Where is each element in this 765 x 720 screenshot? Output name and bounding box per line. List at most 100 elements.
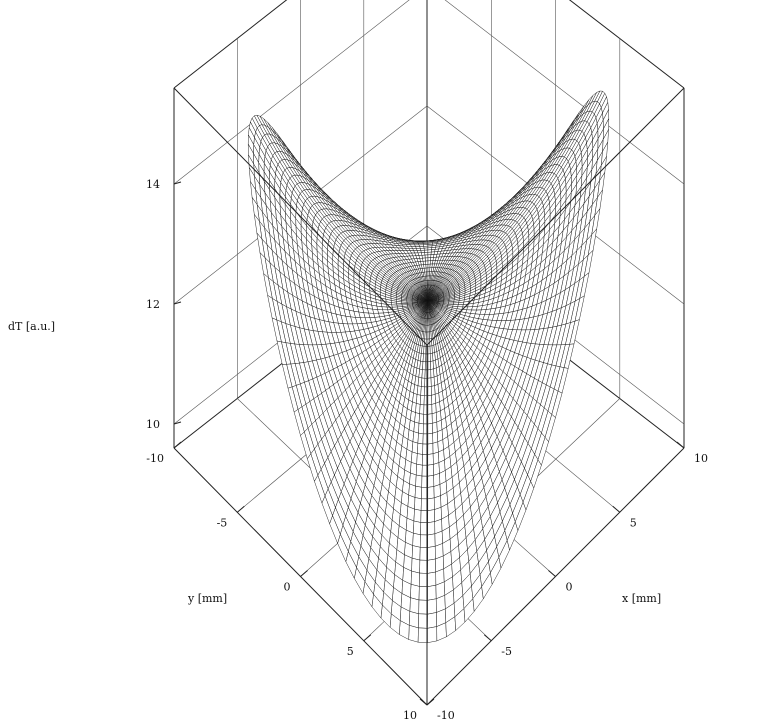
surface-mesh-cell	[427, 331, 430, 340]
x-tick-label: 5	[630, 516, 637, 529]
surface-mesh-cell	[412, 431, 419, 444]
surface-mesh-cell	[427, 312, 430, 319]
surface-mesh-cell	[419, 559, 428, 574]
y-tick-mark	[173, 441, 182, 449]
surface-mesh-cell	[414, 485, 422, 500]
x-tick-mark	[676, 441, 685, 449]
grid-line-wall-z	[173, 0, 410, 185]
surface-mesh-cell	[427, 404, 433, 415]
surface-mesh-cell	[427, 509, 435, 523]
surface-mesh-cell	[432, 451, 440, 465]
surface-mesh-cell	[408, 625, 419, 643]
surface-mesh-cell	[431, 385, 436, 396]
x-tick-mark	[419, 698, 428, 706]
surface-mesh-cell	[418, 599, 428, 615]
x-tick-mark	[483, 634, 492, 642]
surface-mesh-cell	[416, 453, 423, 466]
x-tick-label: 0	[566, 581, 573, 594]
surface-mesh-cell	[410, 451, 418, 465]
surface-mesh-cell	[417, 432, 424, 445]
saddle-surface-mesh	[247, 90, 610, 643]
surface-mesh-cell	[427, 386, 432, 396]
surface-mesh-cell	[427, 584, 437, 601]
y-tick-label: -10	[146, 452, 164, 465]
surface-mesh-cell	[427, 345, 431, 355]
box-edge-back	[173, 0, 288, 89]
surface-mesh-cell	[417, 442, 424, 455]
x-axis-label: x [mm]	[622, 592, 661, 605]
surface-mesh-cell	[417, 627, 428, 643]
surface-mesh-cell	[429, 352, 434, 362]
surface-mesh-cell	[427, 324, 430, 333]
surface-mesh-cell	[427, 361, 431, 371]
surface-mesh-cell	[413, 508, 422, 523]
surface-mesh-cell	[427, 306, 429, 313]
surface-mesh-cell	[413, 520, 422, 536]
surface-mesh-cell	[414, 412, 420, 424]
surface-mesh-cell	[381, 306, 388, 311]
x-tick-mark	[548, 570, 556, 577]
grid-line-wall-z	[444, 0, 685, 185]
x-tick-label: -10	[437, 709, 455, 720]
z-tick-label: 12	[146, 298, 160, 311]
surface-mesh-cell	[409, 597, 420, 615]
y-tick-label: 0	[284, 581, 291, 594]
surface-mesh-cell	[427, 251, 432, 256]
box-edge-back	[568, 0, 685, 89]
x-tick-label: 10	[694, 452, 708, 465]
x-tick-mark	[612, 505, 621, 513]
surface-mesh-cell	[427, 598, 437, 615]
surface-mesh-cell	[427, 497, 435, 511]
surface-mesh-cell	[418, 413, 424, 425]
surface-mesh-cell	[420, 386, 425, 397]
surface-mesh-cell	[427, 612, 437, 629]
surface-mesh-cell	[427, 521, 436, 536]
surface-mesh-cell	[427, 395, 433, 406]
surface-mesh-cell	[427, 377, 432, 388]
surface-mesh-cell	[414, 497, 422, 511]
y-tick-mark	[236, 505, 245, 513]
y-tick-mark	[300, 570, 308, 577]
surface-mesh-cell	[418, 423, 424, 435]
x-tick-label: -5	[501, 645, 512, 658]
surface-mesh-cell	[430, 376, 435, 387]
z-tick-label: 10	[146, 418, 160, 431]
surface-mesh-cell	[430, 368, 435, 379]
surface-mesh-cell	[427, 318, 430, 326]
surface-mesh-cell	[427, 413, 433, 425]
surface-mesh-cell	[426, 331, 429, 340]
surface-mesh-cell	[432, 441, 439, 455]
surface-mesh-cell	[432, 431, 439, 444]
y-tick-mark	[363, 634, 372, 642]
surface-mesh-cell	[421, 369, 426, 379]
surface-mesh-cell	[427, 453, 434, 466]
surface-mesh-cell	[411, 545, 421, 561]
z-tick-label: 14	[146, 178, 160, 191]
surface-mesh-cell	[427, 486, 435, 500]
z-axis-ticks: 10 12 14	[146, 178, 182, 431]
surface-mesh-cell	[427, 432, 434, 445]
surface-mesh-cell	[427, 546, 436, 561]
y-tick-mark	[426, 698, 435, 706]
surface-mesh-cell	[410, 570, 420, 587]
surface-mesh-cell	[427, 571, 437, 587]
surface-mesh-cell	[413, 421, 420, 434]
surface-mesh-cell	[427, 464, 434, 477]
surface-mesh-cell	[424, 252, 429, 256]
surface-mesh-cell	[432, 421, 438, 434]
surface-mesh-cell	[421, 377, 426, 388]
y-tick-label: -5	[217, 516, 228, 529]
surface-mesh-cell	[415, 474, 423, 488]
z-axis-label: dT [a.u.]	[8, 320, 55, 333]
surface-mesh-cell	[419, 395, 425, 406]
surface-mesh-cell	[410, 584, 420, 601]
surface-mesh-cell	[430, 360, 434, 370]
surface-mesh-cell	[411, 557, 421, 574]
y-tick-label: 10	[403, 709, 417, 720]
surface-mesh-cell	[418, 613, 428, 629]
y-tick-label: 5	[347, 645, 354, 658]
surface-mesh-cell	[427, 475, 435, 488]
surface-mesh-cell	[427, 533, 436, 548]
surface-mesh-cell	[415, 463, 423, 477]
